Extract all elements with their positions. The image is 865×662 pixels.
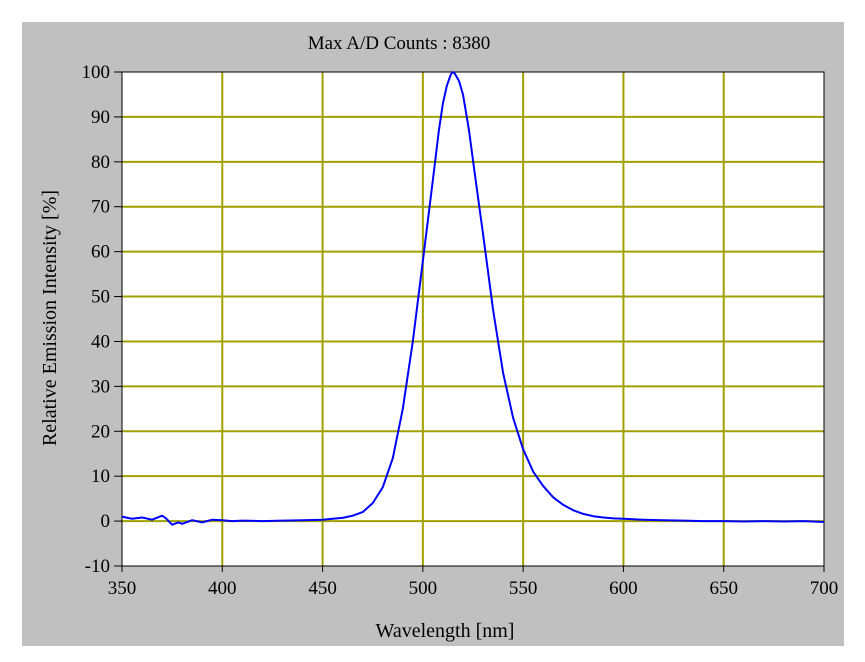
x-tick-label: 400	[208, 578, 237, 599]
x-tick-label: 350	[108, 578, 137, 599]
chart-title: Max A/D Counts : 8380	[308, 33, 491, 54]
plot-area	[121, 71, 825, 567]
y-tick-label: 30	[91, 376, 110, 397]
y-tick-label: 40	[91, 331, 110, 352]
plot-border	[121, 71, 825, 567]
y-tick-label: 90	[91, 107, 110, 128]
x-tick-label: 650	[709, 578, 738, 599]
y-tick-label: -10	[85, 556, 110, 577]
tick-layer: 350 400 450 500 550 600 650 700 -10 0 10 20 30 40 50 60…	[82, 62, 839, 599]
y-tick-label: 70	[91, 197, 110, 218]
y-tick-label: 60	[91, 242, 110, 263]
x-axis-label: Wavelength [nm]	[376, 620, 515, 642]
y-tick-label: 10	[91, 466, 110, 487]
y-tick-label: 0	[101, 511, 111, 532]
series-layer	[121, 71, 825, 526]
series-line	[121, 71, 825, 526]
x-tick-label: 450	[308, 578, 337, 599]
x-tick-label: 550	[509, 578, 538, 599]
x-tick-label: 500	[409, 578, 438, 599]
y-tick-label: 100	[82, 62, 111, 83]
x-tick-label: 700	[810, 578, 839, 599]
x-tick-label: 600	[609, 578, 638, 599]
y-axis-label: Relative Emission Intensity [%]	[39, 190, 61, 446]
y-tick-label: 20	[91, 421, 110, 442]
y-tick-label: 50	[91, 287, 110, 308]
y-tick-label: 80	[91, 152, 110, 173]
